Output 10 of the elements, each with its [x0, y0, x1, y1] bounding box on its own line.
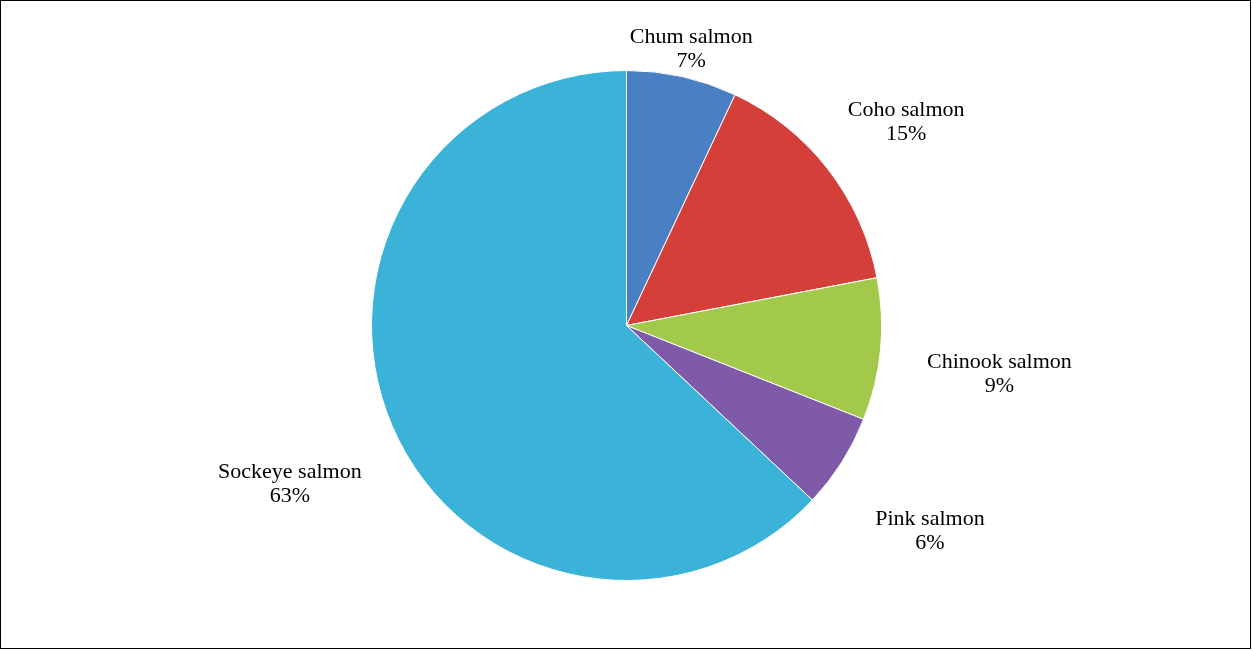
slice-label: Chum salmon [629, 22, 753, 48]
data-label: 15% [886, 119, 927, 145]
data-label: 6% [915, 529, 945, 555]
slice-label: Coho salmon [847, 95, 965, 121]
data-label: 63% [269, 482, 311, 508]
data-label: 9% [984, 371, 1015, 397]
slice-label: Chinook salmon [926, 347, 1072, 373]
data-label: 7% [676, 46, 706, 72]
slice-label: Pink salmon [875, 505, 985, 531]
slice-label: Sockeye salmon [218, 458, 362, 484]
